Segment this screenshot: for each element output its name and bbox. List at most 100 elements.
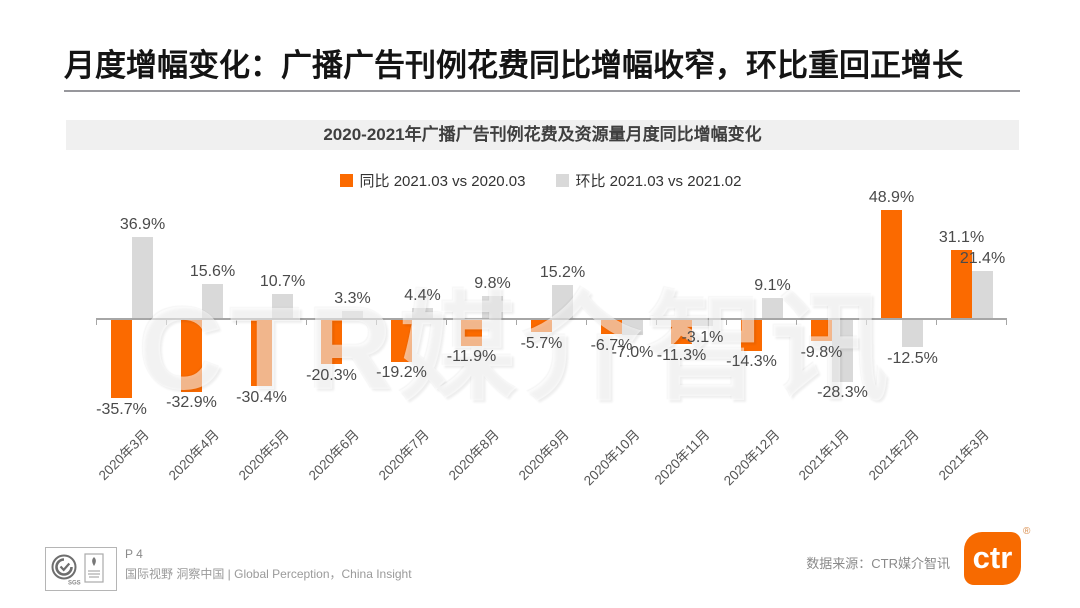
legend-item-yoy: 同比 2021.03 vs 2020.03 — [339, 170, 526, 191]
x-axis-label-text: 2020年8月 — [446, 426, 503, 484]
bar-yoy — [251, 319, 272, 387]
bar-mom — [552, 284, 573, 318]
value-label: -11.9% — [446, 348, 497, 366]
ctr-logo-text: ctr — [972, 540, 1013, 575]
bar-yoy — [321, 319, 342, 365]
value-label: -14.3% — [726, 353, 777, 371]
legend-label-mom: 环比 2021.03 vs 2021.02 — [575, 173, 742, 190]
axis-tick — [446, 318, 447, 325]
chart-title: 2020-2021年广播广告刊例花费及资源量月度同比增幅变化 — [66, 120, 1019, 150]
x-axis-label-text: 2020年11月 — [651, 426, 713, 488]
bar-yoy — [461, 319, 482, 346]
bar-yoy — [181, 319, 202, 392]
x-axis-line — [96, 318, 1006, 320]
svg-text:SGS: SGS — [68, 581, 81, 587]
axis-tick — [866, 318, 867, 325]
value-label: -11.3% — [656, 346, 707, 364]
value-label: 36.9% — [119, 215, 166, 233]
value-label: 3.3% — [334, 289, 371, 307]
bar-mom — [832, 319, 853, 382]
bar-yoy — [391, 319, 412, 362]
x-axis-label-text: 2020年10月 — [580, 426, 643, 489]
value-label: -7.0% — [611, 344, 654, 362]
x-axis-label-text: 2021年3月 — [936, 426, 993, 484]
axis-tick — [796, 318, 797, 325]
value-label: -12.5% — [887, 349, 938, 367]
bar-mom — [342, 310, 363, 318]
axis-tick — [726, 318, 727, 325]
page-title: 月度增幅变化：广播广告刊例花费同比增幅收窄，环比重回正增长 — [64, 48, 963, 83]
value-label: 9.1% — [754, 276, 791, 294]
value-label: 15.6% — [189, 262, 236, 280]
bar-mom — [692, 319, 713, 327]
certification-logos: SGS — [45, 547, 117, 591]
axis-tick — [166, 318, 167, 325]
legend-item-mom: 环比 2021.03 vs 2021.02 — [555, 170, 742, 191]
bar-mom — [902, 319, 923, 347]
value-label: -30.4% — [236, 388, 287, 406]
bar-yoy — [951, 249, 972, 318]
legend-label-yoy: 同比 2021.03 vs 2020.03 — [359, 173, 526, 190]
bar-mom — [762, 297, 783, 318]
axis-tick — [936, 318, 937, 325]
bar-mom — [202, 283, 223, 318]
value-label: -28.3% — [817, 384, 868, 402]
value-label: -6.7% — [590, 336, 633, 354]
page-number: P 4 — [125, 547, 143, 561]
value-label: 48.9% — [868, 189, 915, 207]
axis-tick — [96, 318, 97, 325]
value-label: 10.7% — [259, 273, 306, 291]
value-label: -3.1% — [681, 328, 724, 346]
value-label: 15.2% — [539, 263, 586, 281]
ctr-logo: ctr — [964, 532, 1021, 585]
x-axis-label-text: 2020年6月 — [306, 426, 363, 484]
x-axis-label-text: 2020年4月 — [166, 426, 223, 484]
bar-yoy — [811, 319, 832, 342]
bar-mom — [972, 270, 993, 318]
value-label: 31.1% — [938, 228, 985, 246]
x-axis-label-text: 2020年5月 — [236, 426, 293, 484]
bar-mom — [482, 296, 503, 318]
value-label: 21.4% — [959, 249, 1006, 267]
axis-tick — [586, 318, 587, 325]
axis-tick — [1006, 318, 1007, 325]
axis-tick — [306, 318, 307, 325]
title-divider — [64, 90, 1020, 92]
footer-tagline: 国际视野 洞察中国 | Global Perception，China Insi… — [125, 567, 412, 581]
bar-yoy — [881, 210, 902, 318]
x-axis-label-text: 2021年1月 — [796, 426, 853, 484]
axis-tick — [376, 318, 377, 325]
x-axis-label-text: 2020年7月 — [376, 426, 433, 484]
bar-mom — [622, 319, 643, 335]
legend-swatch-orange-icon — [339, 174, 353, 187]
value-label: -35.7% — [96, 400, 147, 418]
bar-yoy — [601, 319, 622, 335]
value-label: -19.2% — [376, 364, 427, 382]
x-axis-label-text: 2021年2月 — [866, 426, 923, 484]
data-source: 数据来源：CTR媒介智讯 — [806, 556, 950, 571]
x-axis-label-text: 2020年3月 — [96, 426, 153, 484]
value-label: -9.8% — [800, 343, 843, 361]
bar-mom — [132, 236, 153, 318]
registered-trademark-icon: ® — [1023, 526, 1031, 537]
x-axis-label-text: 2020年12月 — [720, 426, 783, 489]
axis-tick — [516, 318, 517, 325]
chart-legend: 同比 2021.03 vs 2020.03 环比 2021.03 vs 2021… — [64, 170, 1017, 191]
value-label: 4.4% — [404, 287, 441, 305]
x-axis-label-text: 2020年9月 — [516, 426, 573, 484]
value-label: 9.8% — [474, 275, 511, 293]
value-label: -20.3% — [306, 366, 357, 384]
bar-yoy — [741, 319, 762, 351]
value-label: -5.7% — [520, 334, 563, 352]
bar-yoy — [531, 319, 552, 333]
axis-tick — [656, 318, 657, 325]
bar-mom — [412, 308, 433, 318]
sgs-certification-icon: SGS — [51, 553, 104, 587]
axis-tick — [236, 318, 237, 325]
bar-yoy — [111, 319, 132, 399]
value-label: -32.9% — [166, 394, 217, 412]
bar-yoy — [671, 319, 692, 345]
bar-mom — [272, 294, 293, 318]
